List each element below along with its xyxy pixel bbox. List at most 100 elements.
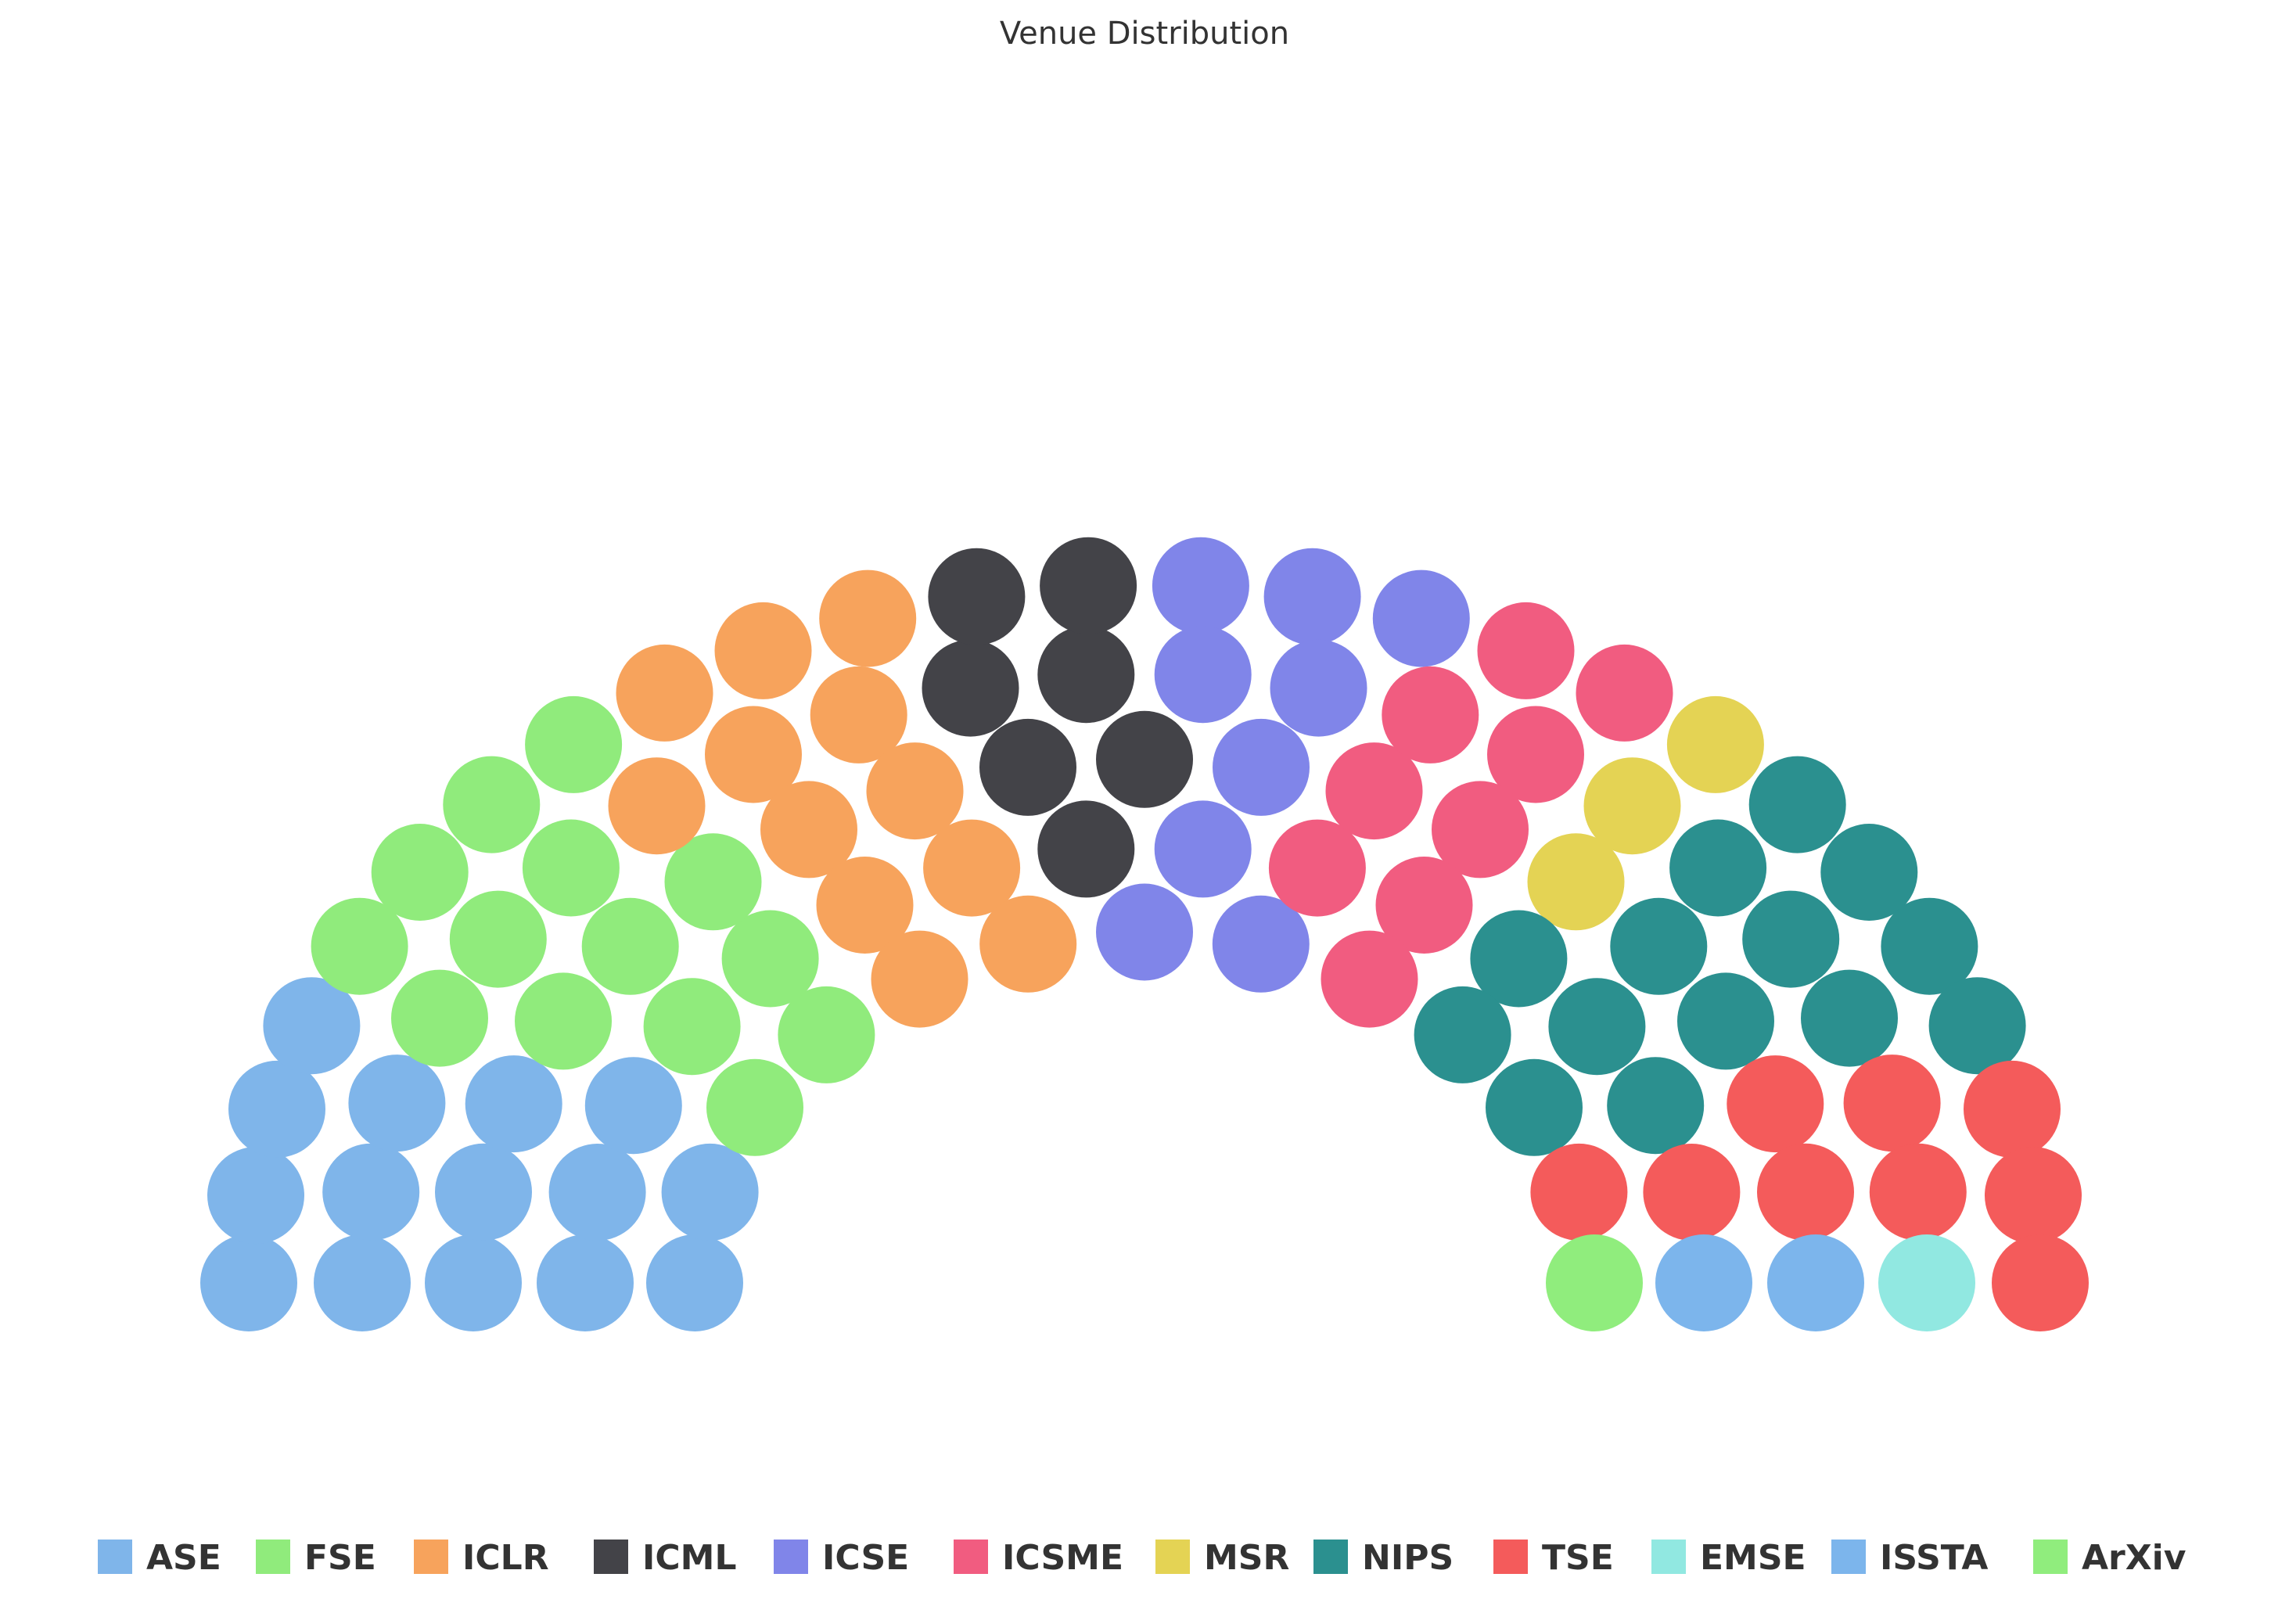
seat-icml [1096,710,1193,808]
seat-iclr [819,569,917,667]
legend-swatch [98,1540,132,1574]
seat-icml [922,639,1019,737]
seat-tse [1643,1144,1741,1241]
seat-icse [1263,548,1361,645]
seat-ase [228,1060,325,1158]
seat-tse [1530,1143,1628,1241]
seat-fse [522,819,620,917]
seat-fse [391,969,488,1067]
seat-ase [646,1234,743,1331]
seat-fse [643,978,741,1076]
seat-icse [1270,639,1367,737]
seat-nips [1677,972,1774,1070]
seat-ase [548,1144,646,1241]
seat-nips [1414,986,1511,1083]
seat-ase [435,1143,532,1241]
legend-label: TSE [1542,1538,1614,1578]
seat-iclr [871,930,968,1028]
legend-swatch [414,1540,448,1574]
legend-item-emse: EMSE [1651,1538,1806,1578]
legend-label: ASE [146,1538,221,1578]
seat-icse [1152,537,1249,634]
seat-iclr [705,706,802,803]
seat-icml [928,548,1026,645]
seat-ase [465,1055,562,1153]
seat-nips [1607,1057,1705,1155]
seat-nips [1928,977,2026,1075]
legend-swatch [256,1540,290,1574]
seat-icsme [1268,819,1366,917]
seat-icml [979,718,1076,816]
seat-fse [449,890,547,988]
legend-label: MSR [1204,1538,1289,1578]
seat-icse [1096,883,1193,981]
seat-tse [1757,1143,1854,1241]
legend-swatch [954,1540,988,1574]
legend-label: ISSTA [1880,1538,1988,1578]
seat-nips [1881,897,1978,995]
seat-fse [581,897,679,995]
seat-icse [1154,626,1252,724]
legend-item-nips: NIPS [1313,1538,1454,1578]
legend-item-iclr: ICLR [414,1538,549,1578]
seat-icml [1037,626,1135,724]
legend-item-icml: ICML [594,1538,736,1578]
seat-fse [664,833,762,931]
seat-icse [1154,800,1252,898]
seat-icse [1213,718,1310,816]
seat-fse [311,897,408,995]
legend-item-icsme: ICSME [954,1538,1123,1578]
seat-iclr [616,644,713,742]
seat-tse [1843,1055,1941,1152]
seat-iclr [714,602,812,699]
seat-nips [1470,910,1568,1008]
seat-nips [1801,969,1898,1067]
legend-swatch [1155,1540,1190,1574]
seat-issta [1767,1234,1864,1331]
seat-tse [1727,1055,1824,1153]
legend-label: ICML [642,1538,736,1578]
seat-fse [778,986,875,1083]
seat-nips [1820,824,1918,921]
legend-item-tse: TSE [1493,1538,1614,1578]
seat-nips [1742,890,1840,988]
legend-label: NIPS [1362,1538,1454,1578]
seat-nips [1486,1058,1583,1156]
seat-iclr [866,742,964,840]
seat-iclr [810,666,907,763]
seat-icml [1040,537,1137,634]
seat-iclr [608,757,706,855]
legend-item-icse: ICSE [774,1538,909,1578]
legend-swatch [774,1540,808,1574]
seat-icsme [1382,666,1479,763]
legend-swatch [594,1540,628,1574]
seat-fse [515,972,612,1070]
legend-label: ArXiv [2082,1538,2187,1578]
seat-ase [537,1234,634,1331]
seat-fse [706,1058,803,1156]
legend-label: FSE [304,1538,376,1578]
seat-msr [1583,757,1681,855]
seat-fse [721,910,819,1008]
legend: ASE FSE ICLR ICML ICSE ICSME MSR NIPS TSE EMSE ISS… [98,1538,2187,1578]
seat-issta [1655,1234,1752,1331]
seat-tse [1869,1143,1967,1241]
seat-nips [1610,897,1708,995]
seat-iclr [979,895,1077,993]
seat-iclr [760,781,857,878]
legend-item-ase: ASE [98,1538,221,1578]
seat-tse [1992,1234,2089,1331]
seat-icsme [1487,706,1584,803]
seat-icsme [1325,742,1423,840]
seat-ase [661,1143,759,1241]
seat-fse [443,756,541,853]
legend-label: ICSE [822,1538,909,1578]
seat-ase [584,1057,682,1155]
legend-item-arxiv: ArXiv [2033,1538,2187,1578]
seat-msr [1527,833,1625,931]
seat-icse [1372,569,1470,667]
legend-swatch [2033,1540,2068,1574]
chart-title: Venue Distribution [999,16,1290,52]
legend-item-issta: ISSTA [1831,1538,1988,1578]
seat-iclr [923,819,1021,917]
